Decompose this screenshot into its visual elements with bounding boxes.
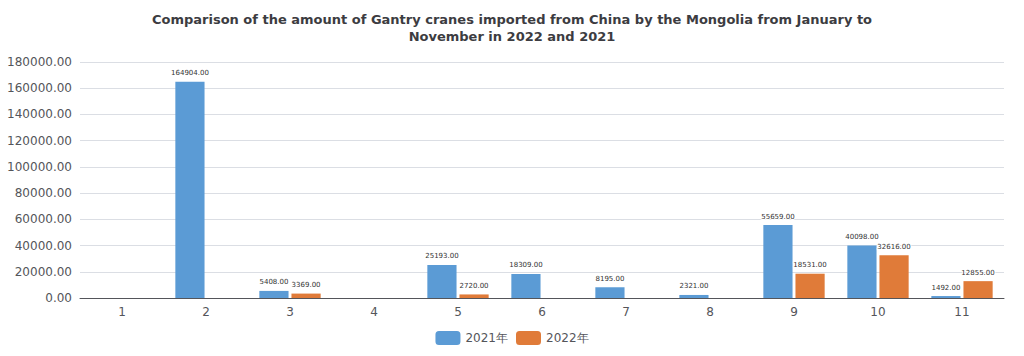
svg-text:40098.00: 40098.00 bbox=[845, 233, 878, 241]
svg-text:2021年: 2021年 bbox=[465, 331, 508, 345]
svg-text:11: 11 bbox=[954, 305, 969, 319]
svg-text:4: 4 bbox=[370, 305, 378, 319]
svg-text:7: 7 bbox=[622, 305, 630, 319]
svg-text:1: 1 bbox=[118, 305, 126, 319]
svg-text:5: 5 bbox=[454, 305, 462, 319]
svg-text:5408.00: 5408.00 bbox=[259, 278, 288, 286]
svg-text:140000.00: 140000.00 bbox=[7, 107, 72, 121]
svg-text:2: 2 bbox=[202, 305, 210, 319]
svg-text:32616.00: 32616.00 bbox=[877, 243, 910, 251]
svg-text:9: 9 bbox=[790, 305, 798, 319]
svg-text:0.00: 0.00 bbox=[45, 291, 72, 305]
svg-text:6: 6 bbox=[538, 305, 546, 319]
svg-text:18531.00: 18531.00 bbox=[793, 261, 826, 269]
svg-text:100000.00: 100000.00 bbox=[7, 160, 72, 174]
svg-text:120000.00: 120000.00 bbox=[7, 134, 72, 148]
svg-text:3369.00: 3369.00 bbox=[292, 281, 321, 289]
svg-text:2022年: 2022年 bbox=[546, 331, 589, 345]
svg-text:November in 2022 and 2021: November in 2022 and 2021 bbox=[409, 29, 616, 44]
svg-text:55659.00: 55659.00 bbox=[761, 213, 794, 221]
svg-text:2720.00: 2720.00 bbox=[460, 282, 489, 290]
svg-text:160000.00: 160000.00 bbox=[7, 81, 72, 95]
svg-text:18309.00: 18309.00 bbox=[509, 261, 542, 269]
svg-text:80000.00: 80000.00 bbox=[15, 186, 72, 200]
svg-text:Comparison of the amount of Ga: Comparison of the amount of Gantry crane… bbox=[152, 12, 872, 27]
svg-text:180000.00: 180000.00 bbox=[7, 55, 72, 69]
svg-text:1492.00: 1492.00 bbox=[931, 284, 960, 292]
svg-text:40000.00: 40000.00 bbox=[15, 239, 72, 253]
svg-text:3: 3 bbox=[286, 305, 294, 319]
svg-text:12855.00: 12855.00 bbox=[961, 269, 994, 277]
svg-text:2321.00: 2321.00 bbox=[679, 282, 708, 290]
svg-text:10: 10 bbox=[870, 305, 885, 319]
svg-text:164904.00: 164904.00 bbox=[171, 69, 209, 77]
svg-text:25193.00: 25193.00 bbox=[425, 252, 458, 260]
svg-text:8: 8 bbox=[706, 305, 714, 319]
svg-text:20000.00: 20000.00 bbox=[15, 265, 72, 279]
svg-text:8195.00: 8195.00 bbox=[595, 275, 624, 283]
svg-text:60000.00: 60000.00 bbox=[15, 212, 72, 226]
